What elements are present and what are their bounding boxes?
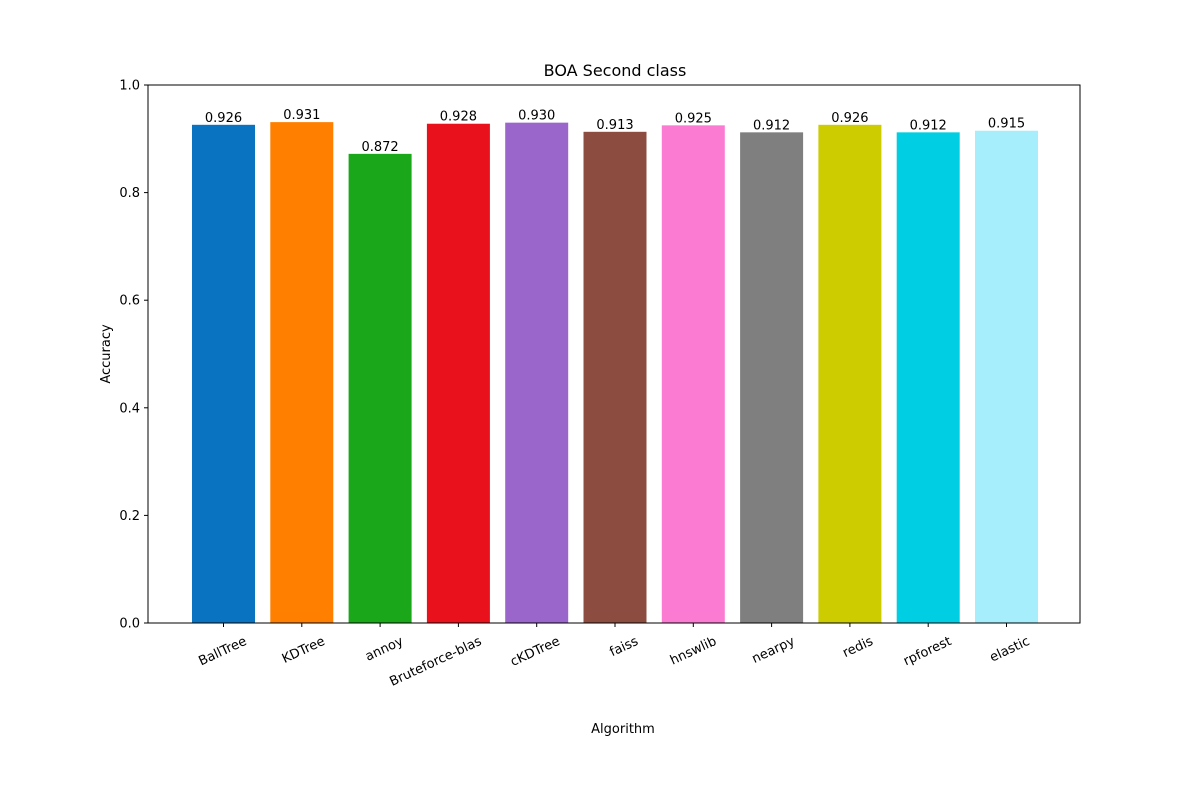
bar-annoy xyxy=(348,153,412,624)
bar-redis xyxy=(818,124,882,623)
value-label: 0.912 xyxy=(910,118,947,133)
x-tick-label: rpforest xyxy=(901,634,954,669)
value-label: 0.926 xyxy=(205,111,242,126)
bar-balltree xyxy=(192,124,255,623)
bar-nearpy xyxy=(740,132,804,623)
y-axis: 0.0 0.2 0.4 0.6 0.8 1.0 xyxy=(119,79,148,632)
bar-bruteforce-blas xyxy=(426,123,490,624)
y-tick-label: 0.0 xyxy=(119,617,140,632)
x-tick-label: cKDTree xyxy=(508,634,562,670)
chart-title: BOA Second class xyxy=(544,61,687,80)
y-tick-label: 0.4 xyxy=(119,401,140,416)
bar-faiss xyxy=(583,131,647,623)
value-label: 0.925 xyxy=(675,111,712,126)
bar-rpforest xyxy=(896,132,960,623)
bar-hnswlib xyxy=(661,125,725,623)
value-label: 0.913 xyxy=(596,118,633,133)
y-tick-label: 1.0 xyxy=(119,79,140,94)
x-tick-label: elastic xyxy=(988,634,1033,665)
value-label: 0.872 xyxy=(361,140,398,155)
value-labels-layer: 0.926 0.931 0.872 0.928 0.930 0.913 0.925 0.912… xyxy=(205,108,1025,155)
x-tick-label: hnswlib xyxy=(668,634,719,668)
bar-elastic xyxy=(975,130,1038,624)
x-tick-label: redis xyxy=(841,634,876,661)
bar-kdtree xyxy=(270,122,334,624)
y-tick-label: 0.6 xyxy=(119,294,140,309)
x-tick-label: annoy xyxy=(363,634,406,665)
plot-frame xyxy=(147,84,1081,624)
value-label: 0.915 xyxy=(988,117,1025,132)
x-axis-label: Algorithm xyxy=(591,722,655,737)
x-tick-label: KDTree xyxy=(280,634,328,667)
value-label: 0.930 xyxy=(518,109,555,124)
y-axis-label: Accuracy xyxy=(99,324,114,384)
y-tick-label: 0.2 xyxy=(119,509,140,524)
bars-layer xyxy=(192,122,1038,624)
value-label: 0.928 xyxy=(440,110,477,125)
x-tick-label: BallTree xyxy=(196,634,249,669)
y-tick-label: 0.8 xyxy=(119,186,140,201)
value-label: 0.926 xyxy=(831,111,868,126)
value-label: 0.912 xyxy=(753,118,790,133)
x-tick-label: faiss xyxy=(607,634,640,660)
x-tick-label: nearpy xyxy=(750,634,798,667)
bar-ckdtree xyxy=(505,122,569,623)
value-label: 0.931 xyxy=(283,108,320,123)
